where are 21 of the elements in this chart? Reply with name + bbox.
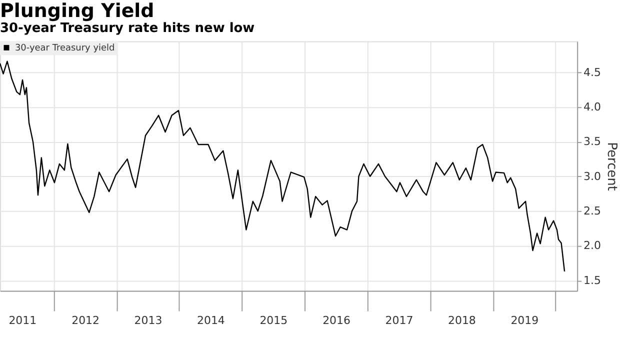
x-tick-label: 2013 [134, 314, 162, 328]
x-tick-label: 2012 [72, 314, 100, 328]
y-tick-label: 4.5 [584, 66, 602, 79]
line-series [0, 60, 566, 272]
y-tick-label: 2.5 [584, 204, 602, 218]
y-axis-title: Percent [604, 142, 620, 191]
y-tick-label: 4.0 [584, 100, 602, 114]
chart-subtitle: 30-year Treasury rate hits new low [0, 21, 255, 36]
x-tick-label: 2019 [510, 314, 539, 328]
x-tick-label: 2015 [260, 314, 288, 328]
y-tick-label: 2.0 [584, 239, 602, 252]
x-tick-label: 2016 [322, 314, 351, 328]
y-tick-label: 3.5 [584, 135, 602, 148]
y-tick-label: 1.5 [584, 274, 602, 287]
y-tick-label: 3.0 [584, 170, 602, 183]
chart-title: Plunging Yield [0, 0, 154, 22]
x-tick-label: 2018 [448, 314, 476, 328]
x-tick-label: 2011 [8, 314, 37, 328]
x-tick-label: 2014 [196, 314, 225, 328]
x-tick-label: 2017 [385, 314, 414, 328]
legend-label: 30-year Treasury yield [14, 44, 115, 54]
